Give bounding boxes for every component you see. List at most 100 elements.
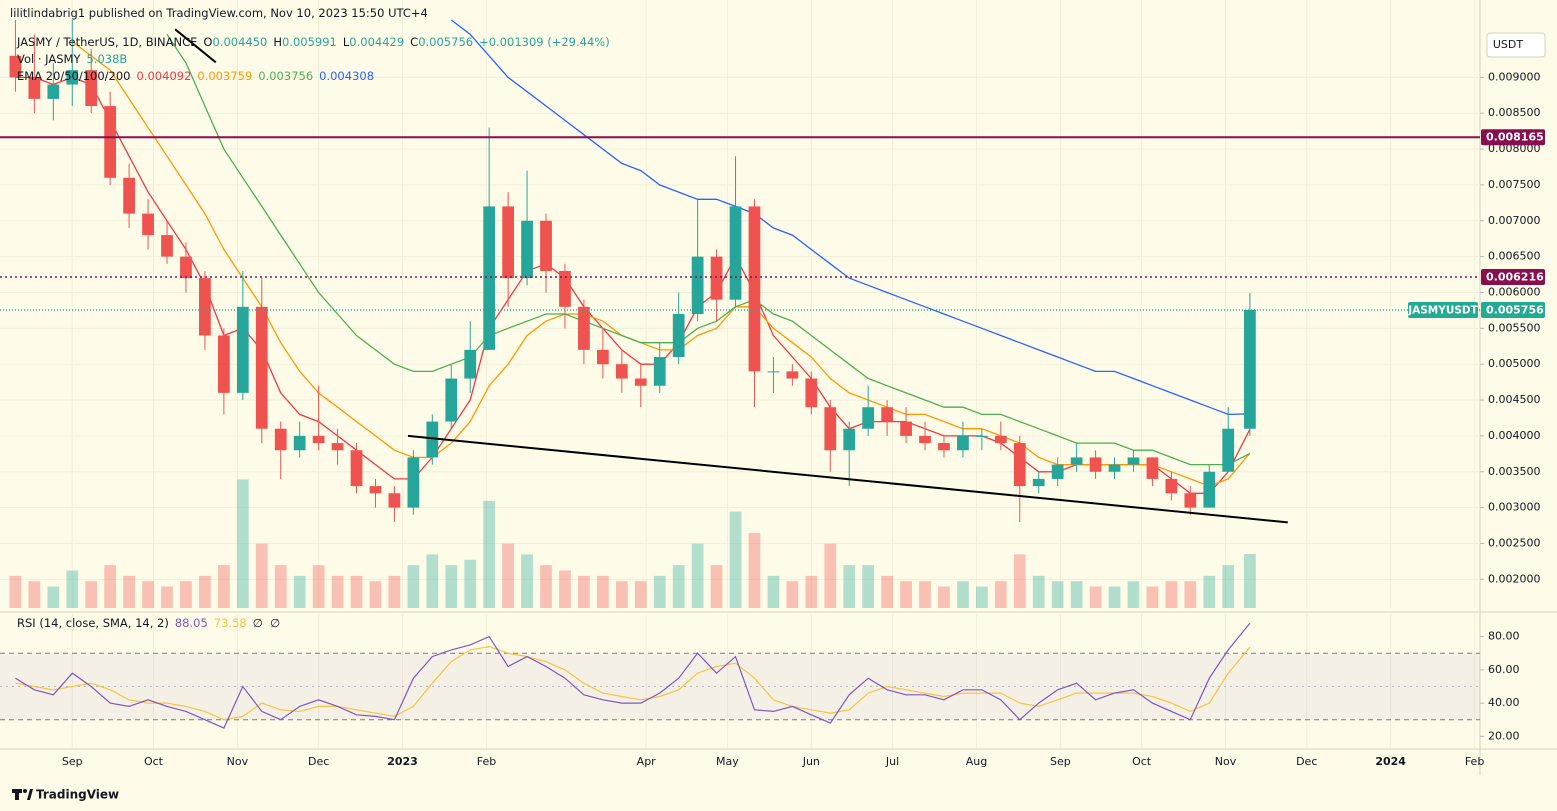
- volume-bar: [976, 586, 988, 608]
- candle-body: [578, 306, 590, 350]
- volume-bar: [1089, 586, 1102, 608]
- y-tick-label: 0.005500: [1488, 321, 1541, 334]
- volume-bar: [805, 575, 818, 608]
- candle-body: [729, 206, 742, 300]
- x-tick-label: Oct: [144, 755, 164, 768]
- x-tick-label: Oct: [1132, 755, 1152, 768]
- volume-bar: [9, 575, 22, 608]
- rsi-legend: RSI (14, close, SMA, 14, 2) 88.05 73.58 ∅ ∅: [17, 616, 286, 630]
- candle-body: [1108, 464, 1121, 472]
- volume-bar: [293, 575, 306, 608]
- candle-body: [862, 407, 875, 429]
- candle-body: [274, 428, 287, 451]
- publisher: lilitlindabrig1 published on TradingView…: [10, 6, 428, 20]
- ema-line: [450, 19, 1250, 416]
- volume-bar: [180, 581, 192, 608]
- candle-body: [843, 428, 856, 451]
- ema-value: 0.003759: [197, 69, 253, 83]
- candle-body: [1013, 443, 1026, 487]
- ohlc-value: 0.004429: [349, 35, 405, 49]
- candle-body: [900, 421, 912, 436]
- volume-bar: [900, 581, 912, 608]
- y-tick-label: 0.002000: [1488, 572, 1541, 585]
- logo: [12, 789, 33, 800]
- ema-label: EMA 20/50/100/200: [17, 69, 131, 83]
- candle-body: [559, 270, 571, 307]
- volume-bar: [938, 586, 950, 608]
- volume-bar: [274, 565, 287, 608]
- currency[interactable]: USDT: [1493, 38, 1524, 51]
- candle-body: [123, 177, 135, 214]
- y-tick-label: 0.007000: [1488, 214, 1541, 227]
- volume-bar: [653, 575, 666, 608]
- x-tick-label: Dec: [308, 755, 329, 768]
- symbol-tag-label: JASMYUSDT: [1407, 304, 1478, 316]
- currency-button[interactable]: [1486, 32, 1546, 58]
- volume-bar: [123, 575, 135, 608]
- volume-bar: [104, 565, 117, 608]
- candle-body: [199, 278, 211, 336]
- candle-body: [1165, 478, 1178, 494]
- rsi-extra: ∅ ∅: [252, 616, 281, 630]
- volume-bar: [729, 511, 742, 608]
- x-tick-label: 2024: [1375, 755, 1406, 768]
- rsi-value: 88.05: [174, 616, 208, 630]
- price-tag: [1481, 268, 1545, 285]
- rsi-line: [15, 622, 1251, 729]
- volume-bar: [786, 581, 799, 608]
- candle-body: [85, 70, 98, 107]
- volume-bar: [843, 565, 856, 608]
- candle-body: [691, 256, 704, 314]
- volume-bar: [862, 565, 875, 608]
- x-tick-label: Nov: [1215, 755, 1237, 768]
- change: +0.001309 (+29.44%): [479, 35, 610, 49]
- candle-body: [350, 450, 363, 487]
- candle-body: [483, 206, 496, 350]
- x-tick-label: Sep: [62, 755, 83, 768]
- y-tick-label: 0.005000: [1488, 357, 1541, 370]
- brand: TradingView: [36, 788, 119, 802]
- y-tick-label: 20.00: [1488, 729, 1520, 742]
- candle-body: [710, 256, 723, 300]
- volume-bar: [710, 565, 723, 608]
- volume-bar: [881, 575, 894, 608]
- candle-body: [824, 407, 837, 451]
- candle-body: [653, 357, 666, 386]
- volume-bar: [540, 565, 552, 608]
- ema-line: [166, 33, 1251, 466]
- candle-body: [426, 421, 439, 458]
- candle-body: [938, 443, 950, 451]
- candle-body: [596, 349, 609, 365]
- candle-body: [388, 493, 401, 508]
- volume-bar: [47, 586, 60, 608]
- ohlc-label: O: [203, 35, 213, 49]
- rsi-line: [15, 645, 1251, 721]
- volume-bar: [28, 581, 41, 608]
- candle-body: [521, 220, 533, 279]
- symbol: JASMY / TetherUS, 1D, BINANCE: [17, 35, 198, 49]
- candle-body: [786, 371, 799, 379]
- price-scale-bg: [1480, 0, 1557, 775]
- volume-bar: [1146, 586, 1159, 608]
- x-tick-label: Apr: [637, 755, 657, 768]
- rsi-title: RSI (14, close, SMA, 14, 2): [17, 616, 169, 630]
- volume-bar: [350, 575, 363, 608]
- volume-bar: [407, 565, 420, 608]
- volume-bar: [1203, 575, 1216, 608]
- candle-body: [236, 306, 249, 393]
- candle-body: [293, 435, 306, 451]
- ema-value: 0.004308: [319, 69, 375, 83]
- candle-body: [1244, 309, 1256, 429]
- candle-body: [255, 306, 268, 429]
- volume-bar: [559, 570, 571, 608]
- ohlc-value: 0.005991: [282, 35, 337, 49]
- volume-bar: [596, 575, 609, 608]
- volume-bar: [1070, 581, 1083, 608]
- volume-bar: [1127, 581, 1140, 608]
- candle-body: [9, 55, 22, 78]
- candle-body: [805, 378, 818, 408]
- y-tick-label: 0.004000: [1488, 429, 1541, 442]
- rsi-value: 73.58: [213, 616, 247, 630]
- candle-body: [672, 314, 685, 358]
- volume-bar: [464, 559, 477, 608]
